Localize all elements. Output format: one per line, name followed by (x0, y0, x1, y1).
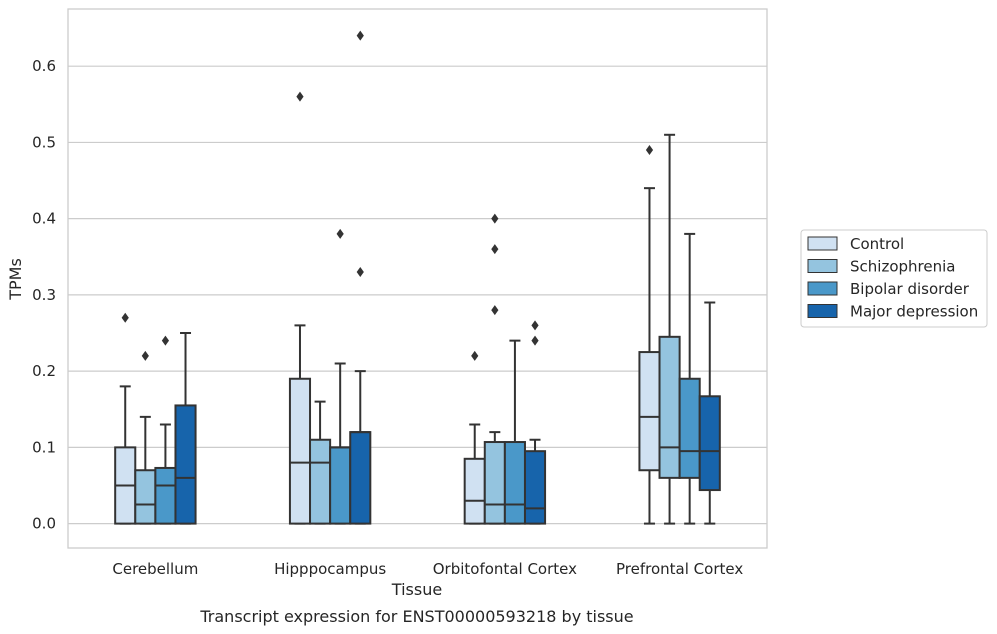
outlier-point (356, 267, 364, 278)
outlier-point (531, 335, 539, 346)
box-3-0 (638, 145, 661, 525)
box-0-2 (154, 335, 177, 525)
figure-caption: Transcript expression for ENST0000059321… (199, 607, 633, 626)
x-axis-label: Tissue (391, 580, 442, 599)
box-iqr (483, 441, 506, 525)
x-tick-label: Orbitofontal Cortex (433, 560, 577, 578)
legend-swatch (807, 281, 838, 296)
x-tick-label: Prefrontal Cortex (616, 560, 743, 578)
box-iqr (658, 335, 681, 479)
boxes (114, 30, 721, 525)
box-3-1 (658, 133, 681, 525)
box-iqr (678, 377, 701, 479)
outlier-point (491, 305, 499, 316)
box-2-0 (463, 350, 486, 525)
outlier-point (645, 145, 654, 156)
legend-swatch (807, 259, 838, 273)
box-1-2 (329, 228, 352, 525)
outlier-point (336, 228, 344, 239)
x-tick-label: Hipppocampus (274, 560, 386, 578)
box-2-3 (523, 320, 547, 525)
box-1-0 (288, 91, 312, 525)
box-iqr (154, 466, 177, 525)
x-tick-label: Cerebellum (112, 560, 198, 578)
box-2-1 (483, 213, 506, 525)
y-tick-labels: 0.0 0.1 0.2 0.3 0.4 0.5 0.6 (32, 57, 56, 532)
y-axis-label: TPMs (6, 258, 25, 301)
box-0-3 (174, 332, 197, 525)
box-0-1 (134, 350, 157, 525)
box-1-3 (349, 30, 372, 525)
outlier-point (491, 213, 499, 224)
box-iqr (309, 438, 332, 525)
legend-label: Bipolar disorder (850, 280, 970, 298)
box-iqr (523, 450, 547, 525)
box-iqr (698, 395, 721, 492)
box-iqr (329, 446, 352, 525)
y-tick-label: 0.0 (32, 515, 56, 533)
plot-frame (67, 8, 768, 549)
legend-swatch (807, 236, 838, 251)
y-tick-label: 0.6 (32, 57, 56, 75)
legend: Control Schizophrenia Bipolar disorder Majo… (800, 229, 988, 328)
box-iqr (134, 469, 157, 525)
outlier-point (471, 350, 479, 361)
box-iqr (174, 404, 197, 525)
box-2-2 (503, 339, 526, 525)
y-tick-label: 0.4 (32, 210, 56, 228)
legend-swatch (807, 304, 838, 318)
outlier-point (491, 244, 499, 255)
box-3-3 (698, 301, 721, 525)
y-tick-label: 0.5 (32, 133, 56, 151)
box-0-0 (114, 312, 137, 525)
outlier-point (121, 312, 129, 323)
outlier-point (296, 91, 304, 102)
outlier-point (161, 335, 170, 346)
box-iqr (349, 431, 372, 525)
y-tick-label: 0.3 (32, 286, 56, 304)
box-iqr (463, 457, 486, 525)
box-3-2 (678, 232, 701, 525)
box-iqr (288, 377, 312, 525)
legend-label: Schizophrenia (850, 258, 955, 276)
legend-label: Major depression (850, 303, 978, 321)
outlier-point (356, 30, 364, 41)
y-tick-label: 0.1 (32, 438, 56, 456)
legend-frame (800, 229, 988, 328)
box-iqr (638, 351, 661, 472)
box-iqr (503, 441, 526, 525)
outlier-point (141, 350, 149, 361)
y-tick-label: 0.2 (32, 362, 56, 380)
outlier-point (531, 320, 539, 331)
legend-label: Control (850, 235, 904, 253)
x-tick-labels: Cerebellum Hipppocampus Orbitofontal Corte… (112, 560, 743, 578)
box-1-1 (309, 400, 332, 525)
